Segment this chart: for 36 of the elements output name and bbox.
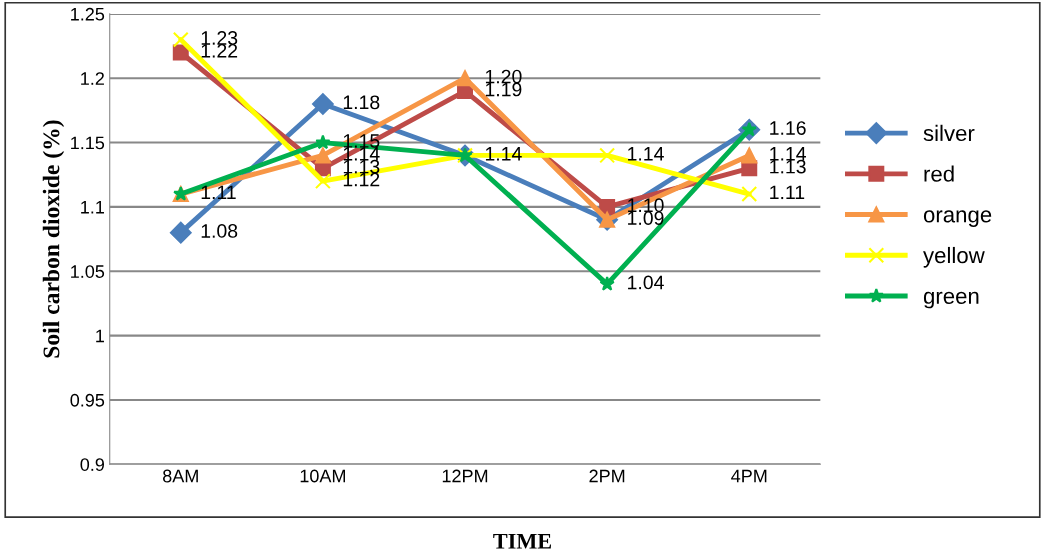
data-label: 1.04 (628, 275, 664, 290)
x-tick-label: 10AM (300, 469, 346, 483)
legend-label: silver (923, 124, 975, 142)
legend-label: orange (923, 210, 992, 227)
data-label: 1.16 (770, 121, 806, 135)
data-label: 1.19 (485, 82, 522, 97)
data-label: 1.12 (343, 172, 380, 187)
x-tick-label: 4PM (731, 469, 767, 483)
y-tick-label: 1 (96, 329, 104, 343)
data-label: 1.09 (628, 211, 664, 225)
data-label: 1.11 (770, 185, 805, 200)
x-tick-label: 12PM (442, 469, 488, 483)
legend-label: yellow (923, 246, 985, 268)
x-tick-label: 8AM (163, 469, 198, 483)
data-label: 1.14 (770, 147, 806, 161)
y-tick-label: 0.9 (80, 458, 105, 471)
data-label: 1.08 (201, 224, 238, 238)
data-label: 1.22 (201, 43, 238, 58)
y-tick-label: 0.95 (70, 393, 105, 407)
x-axis-title: TIME (493, 533, 551, 549)
y-tick-label: 1.2 (81, 72, 104, 85)
y-axis-title: Soil carbon dioxide (%) (42, 120, 65, 358)
y-tick-label: 1.15 (71, 136, 105, 150)
y-tick-label: 1.25 (71, 7, 105, 21)
legend-label: red (924, 165, 954, 182)
data-label: 1.10 (628, 198, 664, 213)
y-tick-label: 1.1 (81, 201, 104, 214)
data-label: 1.20 (485, 69, 522, 84)
legend-label: green (923, 291, 979, 309)
data-label: 1.18 (343, 95, 380, 110)
data-label: 1.23 (201, 31, 238, 45)
x-tick-label: 2PM (589, 469, 625, 483)
data-label: 1.13 (770, 159, 806, 174)
y-tick-label: 1.05 (71, 265, 105, 278)
data-label: 1.13 (343, 159, 380, 174)
data-label: 1.14 (628, 147, 664, 161)
